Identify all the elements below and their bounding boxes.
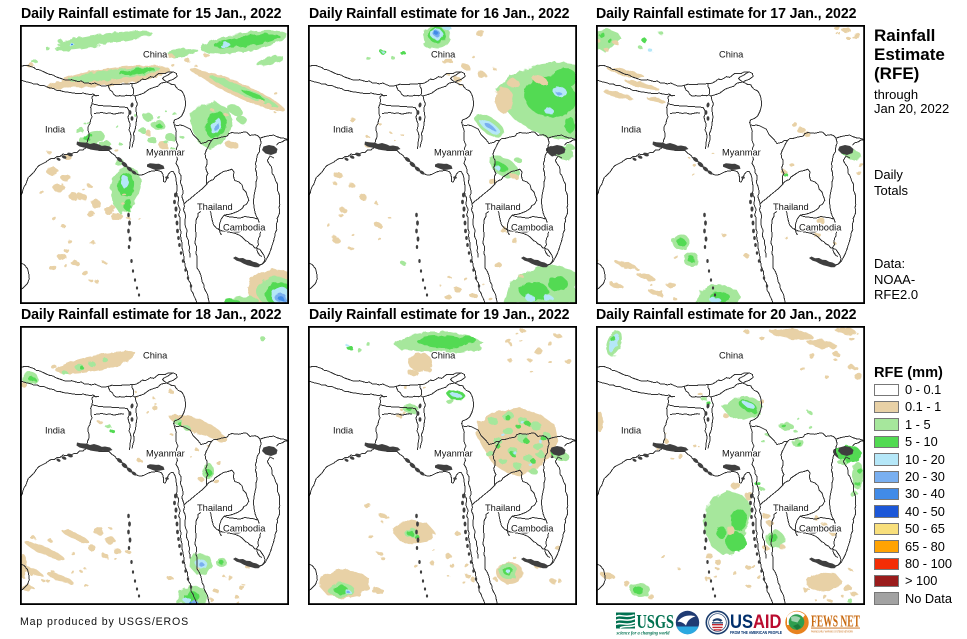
- svg-text:India: India: [333, 125, 354, 135]
- svg-text:China: China: [143, 350, 168, 360]
- svg-text:Cambodia: Cambodia: [799, 523, 842, 533]
- svg-text:Myanmar: Myanmar: [146, 148, 185, 158]
- svg-text:China: China: [143, 50, 168, 60]
- svg-text:Thailand: Thailand: [197, 202, 233, 212]
- svg-text:Thailand: Thailand: [773, 202, 809, 212]
- svg-text:USAID: USAID: [730, 612, 782, 633]
- svg-text:Cambodia: Cambodia: [799, 223, 842, 233]
- svg-text:Thailand: Thailand: [773, 503, 809, 513]
- svg-text:Myanmar: Myanmar: [434, 448, 473, 458]
- svg-text:science for a changing world: science for a changing world: [616, 630, 670, 636]
- svg-text:India: India: [45, 425, 66, 435]
- svg-text:Myanmar: Myanmar: [722, 448, 761, 458]
- svg-text:China: China: [431, 350, 456, 360]
- svg-text:India: India: [333, 425, 354, 435]
- svg-text:Myanmar: Myanmar: [434, 148, 473, 158]
- svg-text:China: China: [719, 350, 744, 360]
- svg-text:India: India: [621, 125, 642, 135]
- svg-text:India: India: [45, 125, 66, 135]
- svg-text:FEWS NET: FEWS NET: [811, 611, 860, 630]
- svg-text:Myanmar: Myanmar: [146, 448, 185, 458]
- svg-text:Thailand: Thailand: [485, 503, 521, 513]
- svg-text:Cambodia: Cambodia: [511, 223, 554, 233]
- svg-text:China: China: [719, 50, 744, 60]
- svg-text:FAMINE EARLY WARNING SYSTEMS N: FAMINE EARLY WARNING SYSTEMS NETWORK: [811, 629, 854, 633]
- svg-text:India: India: [621, 425, 642, 435]
- svg-text:Myanmar: Myanmar: [722, 148, 761, 158]
- svg-text:Cambodia: Cambodia: [223, 223, 266, 233]
- svg-text:Cambodia: Cambodia: [511, 523, 554, 533]
- svg-text:USGS: USGS: [637, 611, 675, 633]
- svg-text:FROM THE AMERICAN PEOPLE: FROM THE AMERICAN PEOPLE: [730, 630, 782, 635]
- svg-text:Thailand: Thailand: [197, 503, 233, 513]
- svg-text:China: China: [431, 50, 456, 60]
- svg-text:Cambodia: Cambodia: [223, 523, 266, 533]
- svg-text:Thailand: Thailand: [485, 202, 521, 212]
